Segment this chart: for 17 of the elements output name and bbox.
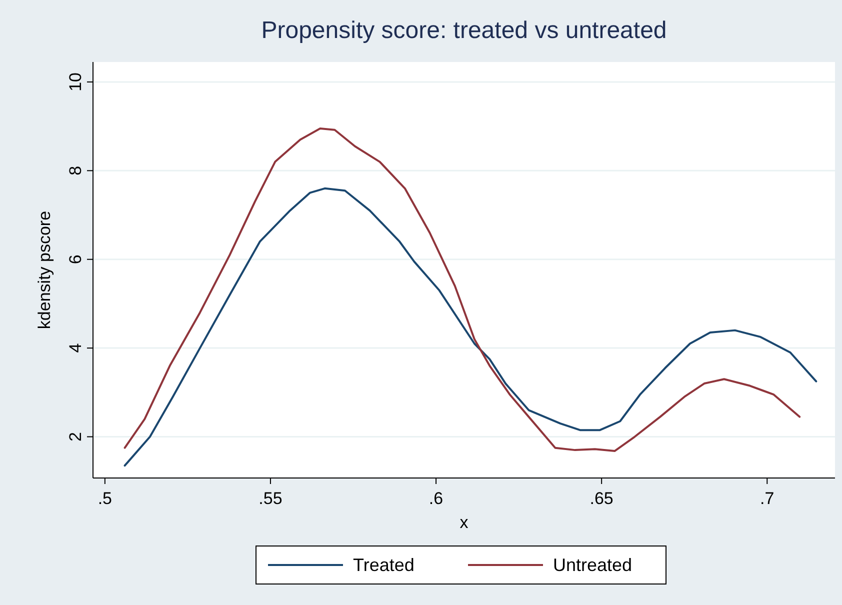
y-tick-label: 4 bbox=[66, 343, 85, 353]
legend-label: Treated bbox=[353, 555, 414, 575]
line-series bbox=[124, 187, 818, 467]
x-tick-label: .65 bbox=[590, 489, 614, 508]
x-tick-label: .6 bbox=[428, 489, 444, 508]
y-tick-label: 6 bbox=[66, 254, 85, 264]
y-axis-title: kdensity pscore bbox=[35, 210, 54, 330]
x-tick-label: .55 bbox=[258, 489, 282, 508]
x-axis-title: x bbox=[460, 513, 469, 532]
legend-label: Untreated bbox=[553, 555, 632, 575]
y-tick-label: 10 bbox=[66, 72, 85, 92]
chart-title: Propensity score: treated vs untreated bbox=[261, 17, 667, 44]
line-series bbox=[124, 128, 801, 452]
x-tick-label: .5 bbox=[98, 489, 112, 508]
y-tick-label: 8 bbox=[66, 166, 85, 176]
x-tick-label: .7 bbox=[760, 489, 774, 508]
y-tick-label: 2 bbox=[66, 432, 85, 442]
